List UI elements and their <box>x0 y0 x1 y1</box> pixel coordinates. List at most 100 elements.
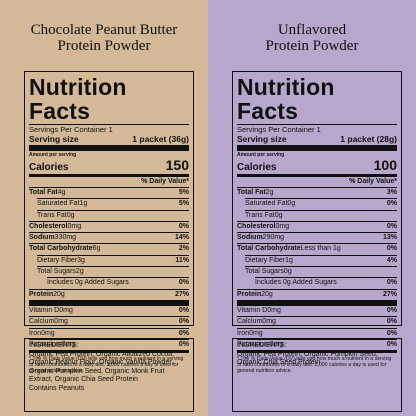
daily-value: 5% <box>178 200 189 208</box>
nutrient-amount: 0mg <box>269 340 284 348</box>
nutrient-row: Protein 20g 27% <box>237 288 397 300</box>
calories-value: 150 <box>165 157 189 173</box>
ingredients-heading: INGREDIENTS: <box>237 342 287 349</box>
title-line: Protein Powder <box>265 38 359 54</box>
amount-per-serving: Amount per serving <box>29 152 77 158</box>
nutrient-row: Total Carbohydrate 6g 2% <box>29 243 189 254</box>
title-line: Protein Powder <box>57 38 151 54</box>
nutrient-row: Calcium 0mg 0% <box>29 316 189 327</box>
daily-value: 0% <box>386 306 397 314</box>
daily-value: 5% <box>178 189 189 196</box>
nutrient-row: Dietary Fiber 1g 4% <box>245 254 397 266</box>
nutrient-amount: Less than 1g <box>300 245 341 253</box>
daily-value: 11% <box>175 256 189 264</box>
product-title: Chocolate Peanut Butter Protein Powder <box>0 22 208 54</box>
daily-value: 2% <box>178 245 189 253</box>
nutrient-row: Total Sugars 0g <box>245 266 397 277</box>
nutrient-name: Trans Fat <box>37 211 67 219</box>
nutrient-amount: 0g <box>274 211 283 219</box>
vitamins: Vitamin D 0mg 0% Calcium 0mg 0% Iron 0mg 0% Po… <box>29 299 189 350</box>
footnote-box: * The % Daily Value (DV) tells you how m… <box>237 350 397 374</box>
title-line: Chocolate Peanut Butter <box>30 22 178 38</box>
nutrient-amount: 290mg <box>262 234 285 242</box>
nutrient-row: Saturated Fat 1g 5% <box>37 198 189 209</box>
nutrient-row: Total Fat 4g 5% <box>29 187 189 198</box>
nutrient-name: Trans Fat <box>245 211 275 219</box>
ingredients-text: Organic Pea Protein, Organic Pumpkin See… <box>237 350 378 367</box>
nutrient-name: Cholesterol <box>237 222 276 230</box>
nutrient-row: Potassium 0mg 0% <box>29 338 189 350</box>
daily-value: 0% <box>178 279 189 287</box>
nutrient-name: Total Fat <box>29 189 58 196</box>
product-panel: Chocolate Peanut Butter Protein Powder Nut… <box>0 0 208 416</box>
nutrient-amount: 4g <box>57 189 66 196</box>
daily-value: 0% <box>386 329 397 337</box>
label-heading: Nutrition Facts <box>237 75 397 125</box>
nutrient-name: Potassium <box>29 340 62 348</box>
nutrient-row: Sodium 330mg 14% <box>29 232 189 243</box>
ingredients-box: INGREDIENTS: Organic Pea Protein, Organic… <box>232 338 402 412</box>
daily-value: 0% <box>178 340 189 348</box>
nutrient-amount: 0mg <box>267 306 281 314</box>
nutrient-name: Vitamin D <box>29 306 60 314</box>
nutrient-amount: 0g <box>66 211 75 219</box>
nutrient-row: Total Sugars 2g <box>37 266 189 277</box>
nutrient-amount: 0mg <box>275 222 290 230</box>
nutrient-row: Potassium 0mg 0% <box>237 338 397 350</box>
nutrient-row: Total Fat 2g 3% <box>237 187 397 198</box>
ingredients-box: INGREDIENTS: Organic Pea Protein, Organic… <box>24 338 194 412</box>
nutrient-amount: 3g <box>77 256 85 264</box>
daily-value: 0% <box>386 279 397 287</box>
amount-per-serving: Amount per serving <box>237 152 285 158</box>
serving-size: Serving size 1 packet (28g) <box>237 134 397 151</box>
nutrient-amount: 0g <box>287 200 296 208</box>
nutrient-name: Dietary Fiber <box>37 256 78 264</box>
nutrient-amount: 0mg <box>54 318 68 326</box>
nutrient-name: Protein <box>29 290 54 298</box>
vitamins: Vitamin D 0mg 0% Calcium 0mg 0% Iron 0mg 0% Po… <box>237 299 397 350</box>
daily-value: 0% <box>178 306 189 314</box>
dv-header: % Daily Value* <box>349 178 397 185</box>
nutrient-name: Dietary Fiber <box>245 256 286 264</box>
daily-value: 14% <box>174 234 189 242</box>
footnote: * The % Daily Value (DV) tells you how m… <box>237 356 392 375</box>
nutrient-row: Iron 0mg 0% <box>29 327 189 339</box>
nutrient-row: Cholesterol 0mg 0% <box>29 220 189 232</box>
product-title: Unflavored Protein Powder <box>208 22 416 54</box>
nutrient-name: Includes 0g Added Sugars <box>47 279 129 287</box>
nutrient-name: Total Sugars <box>245 268 284 276</box>
nutrient-amount: 6g <box>92 245 101 253</box>
nutrient-amount: 0mg <box>262 318 276 326</box>
nutrient-row: Sodium 290mg 13% <box>237 232 397 243</box>
product-panel: Unflavored Protein Powder Nutrition Facts S… <box>208 0 416 416</box>
nutrient-amount: 1g <box>285 256 293 264</box>
daily-value: 0% <box>386 200 397 208</box>
calories-value: 100 <box>373 157 397 173</box>
nutrient-amount: 20g <box>53 290 65 298</box>
daily-value: 0% <box>386 222 397 230</box>
nutrient-name: Total Carbohydrate <box>237 245 301 253</box>
nutrient-name: Vitamin D <box>237 306 268 314</box>
nutrient-name: Sodium <box>29 234 55 242</box>
servings: Servings Per Container 1 <box>29 125 113 134</box>
daily-value: 0% <box>178 318 189 326</box>
calories-label: Calories <box>237 162 277 173</box>
daily-value: 0% <box>178 329 189 337</box>
calories: Calories 100 <box>237 157 397 177</box>
daily-value: 0% <box>386 318 397 326</box>
nutrient-amount: 2g <box>265 189 274 196</box>
nutrient-name: Iron <box>237 329 250 337</box>
nutrient-name: Sodium <box>237 234 263 242</box>
footnote: * The % Daily Value (DV) tells you how m… <box>29 356 184 375</box>
daily-value: 0% <box>386 340 397 348</box>
nutrient-amount: 0mg <box>67 222 82 230</box>
nutrient-name: Calcium <box>237 318 263 326</box>
nutrient-amount: 20g <box>261 290 273 298</box>
nutrient-name: Calcium <box>29 318 55 326</box>
nutrient-name: Saturated Fat <box>37 200 80 208</box>
serving-size-value: 1 packet (36g) <box>132 134 189 144</box>
daily-value: 13% <box>382 234 397 242</box>
nutrient-amount: 0mg <box>249 329 263 337</box>
calories-label: Calories <box>29 162 69 173</box>
nutrient-row: Vitamin D 0mg 0% <box>237 306 397 316</box>
